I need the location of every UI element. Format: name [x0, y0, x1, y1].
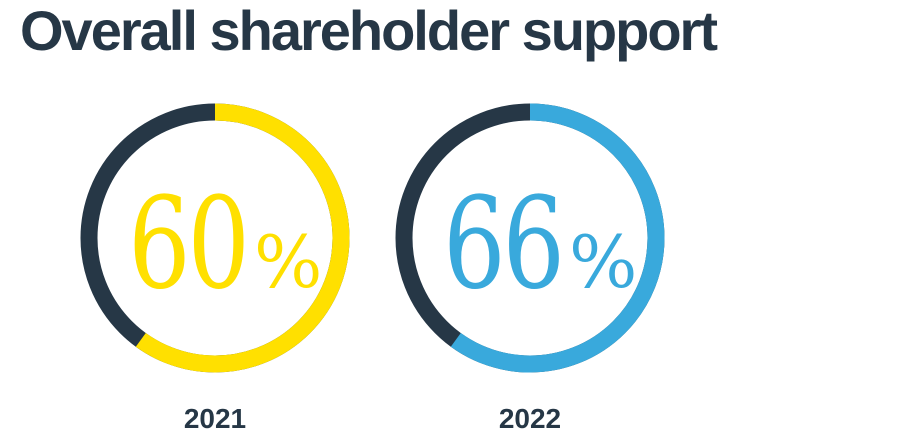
- donut-ring-2021: 60%: [80, 103, 350, 373]
- donut-arc-2021: [80, 103, 350, 373]
- donut-ring-2022: 66%: [395, 103, 665, 373]
- donut-svg-2022: [395, 103, 665, 373]
- donut-arc-2022: [395, 103, 665, 373]
- donut-svg-2021: [80, 103, 350, 373]
- donut-chart-2022: 66% 2022: [395, 103, 665, 435]
- year-label-2021: 2021: [183, 403, 247, 434]
- donut-chart-2021: 60% 2021: [80, 103, 350, 435]
- year-label-2022: 2022: [498, 403, 562, 434]
- page-title: Overall shareholder support: [20, 0, 718, 62]
